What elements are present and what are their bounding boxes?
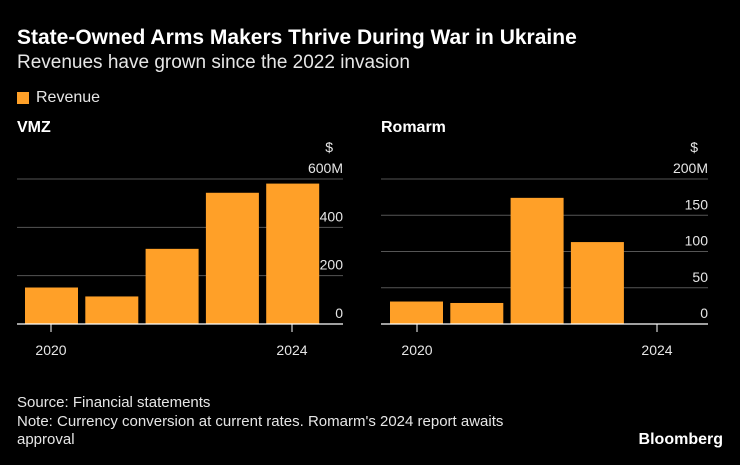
x-tick-label: 2024 — [641, 342, 672, 358]
y-tick-label: 200 — [320, 257, 344, 273]
legend-swatch — [17, 92, 29, 104]
y-unit-label: $ — [690, 139, 698, 155]
y-tick-label: 0 — [335, 305, 343, 321]
chart-subtitle: Revenues have grown since the 2022 invas… — [17, 52, 410, 73]
bar-2021 — [85, 296, 139, 324]
x-tick-label: 2020 — [35, 342, 66, 358]
source-note: Source: Financial statements — [17, 394, 211, 411]
panel-title-vmz: VMZ — [17, 119, 51, 136]
bar-2020 — [390, 301, 443, 324]
bar-2022 — [510, 197, 564, 324]
footnote-line2: approval — [17, 431, 75, 448]
y-tick-label: 200M — [673, 160, 708, 176]
panel-title-romarm: Romarm — [381, 119, 446, 136]
bar-2023 — [205, 192, 259, 324]
chart-title: State-Owned Arms Makers Thrive During Wa… — [17, 26, 577, 49]
y-tick-label: 150 — [685, 196, 709, 212]
y-tick-label: 400 — [320, 208, 344, 224]
x-tick-label: 2024 — [276, 342, 307, 358]
y-tick-label: 0 — [700, 305, 708, 321]
bar-2022 — [145, 248, 199, 324]
y-tick-label: 50 — [692, 269, 708, 285]
y-tick-label: 100 — [685, 233, 709, 249]
legend-label: Revenue — [36, 89, 101, 106]
legend: Revenue — [17, 89, 100, 107]
bar-2020 — [25, 287, 78, 324]
x-tick-label: 2020 — [401, 342, 432, 358]
bar-2023 — [570, 242, 624, 324]
y-unit-label: $ — [325, 139, 333, 155]
bloomberg-logo: Bloomberg — [638, 431, 723, 448]
bar-2021 — [450, 302, 504, 324]
bar-2024 — [266, 183, 320, 324]
footnote-line1: Note: Currency conversion at current rat… — [17, 413, 504, 430]
y-tick-label: 600M — [308, 160, 343, 176]
